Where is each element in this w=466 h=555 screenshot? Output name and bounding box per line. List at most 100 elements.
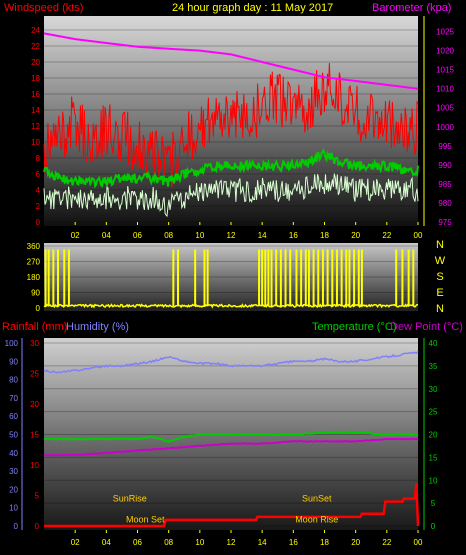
chart-title: 24 hour graph day : 11 May 2017 [172, 2, 333, 14]
tick-barometer: 985 [438, 180, 452, 189]
series-dewpoint [43, 437, 419, 457]
tick-humidity: 60 [9, 412, 18, 421]
tick-barometer: 1010 [436, 85, 454, 94]
tick-hour: 08 [164, 231, 173, 240]
tick-humidity: 80 [9, 376, 18, 385]
tick-hour: 10 [195, 231, 204, 240]
tick-temperature: 5 [431, 499, 436, 508]
tick-hour: 12 [227, 538, 236, 547]
tick-hour: 08 [164, 538, 173, 547]
tick-humidity: 90 [9, 357, 18, 366]
compass-label: W [435, 255, 446, 267]
tick-temperature: 20 [429, 431, 438, 440]
tick-humidity: 0 [14, 522, 19, 531]
tick-windspeed: 10 [31, 138, 40, 147]
tick-humidity: 40 [9, 449, 18, 458]
tick-humidity: 100 [5, 339, 19, 348]
annotation-sunset: SunSet [302, 494, 332, 504]
tick-temperature: 15 [429, 453, 438, 462]
tick-temperature: 35 [429, 362, 438, 371]
barometer-axis-label: Barometer (kpa) [372, 2, 451, 14]
tick-direction: 90 [31, 289, 40, 298]
tick-humidity: 10 [9, 504, 18, 513]
tick-rainfall: 0 [35, 522, 40, 531]
tick-hour: 00 [414, 538, 423, 547]
tick-hour: 10 [195, 538, 204, 547]
tick-barometer: 1020 [436, 47, 454, 56]
tick-barometer: 975 [438, 218, 452, 227]
tick-windspeed: 20 [31, 58, 40, 67]
tick-hour: 14 [258, 231, 267, 240]
series-barometer [43, 32, 419, 90]
tick-hour: 22 [382, 538, 391, 547]
tick-hour: 20 [351, 538, 360, 547]
tick-hour: 14 [258, 538, 267, 547]
tick-rainfall: 25 [30, 370, 39, 379]
tick-windspeed: 14 [31, 106, 40, 115]
tick-hour: 20 [351, 231, 360, 240]
tick-rainfall: 20 [30, 400, 39, 409]
tick-rainfall: 10 [30, 461, 39, 470]
tick-barometer: 995 [438, 142, 452, 151]
tick-direction: 270 [27, 258, 41, 267]
panel-direction-bg [44, 243, 418, 311]
tick-direction: 0 [36, 304, 41, 313]
series-wind-average [43, 173, 419, 218]
tick-rainfall: 30 [30, 339, 39, 348]
tick-temperature: 40 [429, 339, 438, 348]
tick-rainfall: 5 [35, 492, 40, 501]
tick-hour: 04 [102, 231, 111, 240]
tick-barometer: 1000 [436, 123, 454, 132]
tick-barometer: 1005 [436, 104, 454, 113]
annotation-moon-set: Moon Set [126, 514, 165, 524]
series-rainfall [44, 483, 420, 528]
tick-windspeed: 0 [36, 218, 41, 227]
tick-humidity: 70 [9, 394, 18, 403]
tick-rainfall: 15 [30, 431, 39, 440]
compass-label: E [436, 287, 443, 299]
temperature-axis-label: Temperature (°C) [312, 321, 396, 333]
annotation-moon-rise: Moon Rise [295, 514, 338, 524]
tick-barometer: 980 [438, 199, 452, 208]
tick-hour: 06 [133, 231, 142, 240]
tick-windspeed: 4 [36, 186, 41, 195]
series-wind-gust [43, 62, 419, 188]
tick-hour: 06 [133, 538, 142, 547]
series-temperature [44, 430, 419, 443]
tick-hour: 02 [71, 231, 80, 240]
rain-axis-label: Rainfall (mm) [2, 321, 67, 333]
tick-windspeed: 18 [31, 74, 40, 83]
tick-windspeed: 22 [31, 42, 40, 51]
tick-windspeed: 8 [36, 154, 41, 163]
tick-windspeed: 12 [31, 122, 40, 131]
tick-hour: 04 [102, 538, 111, 547]
tick-temperature: 30 [429, 385, 438, 394]
tick-temperature: 0 [431, 522, 436, 531]
tick-barometer: 990 [438, 161, 452, 170]
annotation-sunrise: SunRise [113, 494, 147, 504]
compass-label: N [436, 239, 444, 251]
tick-direction: 360 [27, 242, 41, 251]
dewpoint-axis-label: Dew Point (°C) [390, 321, 463, 333]
tick-hour: 16 [289, 231, 298, 240]
tick-hour: 12 [227, 231, 236, 240]
tick-windspeed: 16 [31, 90, 40, 99]
tick-hour: 16 [289, 538, 298, 547]
tick-direction: 180 [27, 273, 41, 282]
series-wind-mean [43, 147, 419, 189]
tick-humidity: 50 [9, 431, 18, 440]
tick-temperature: 10 [429, 476, 438, 485]
tick-hour: 00 [414, 231, 423, 240]
tick-hour: 18 [320, 231, 329, 240]
wind-axis-label: Windspeed (kts) [4, 2, 83, 14]
tick-barometer: 1015 [436, 66, 454, 75]
tick-temperature: 25 [429, 408, 438, 417]
series-humidity [43, 350, 419, 374]
tick-humidity: 30 [9, 467, 18, 476]
tick-hour: 22 [382, 231, 391, 240]
humidity-axis-label: Humidity (%) [66, 321, 129, 333]
compass-label: S [436, 271, 443, 283]
compass-label: N [436, 303, 444, 315]
tick-humidity: 20 [9, 485, 18, 494]
